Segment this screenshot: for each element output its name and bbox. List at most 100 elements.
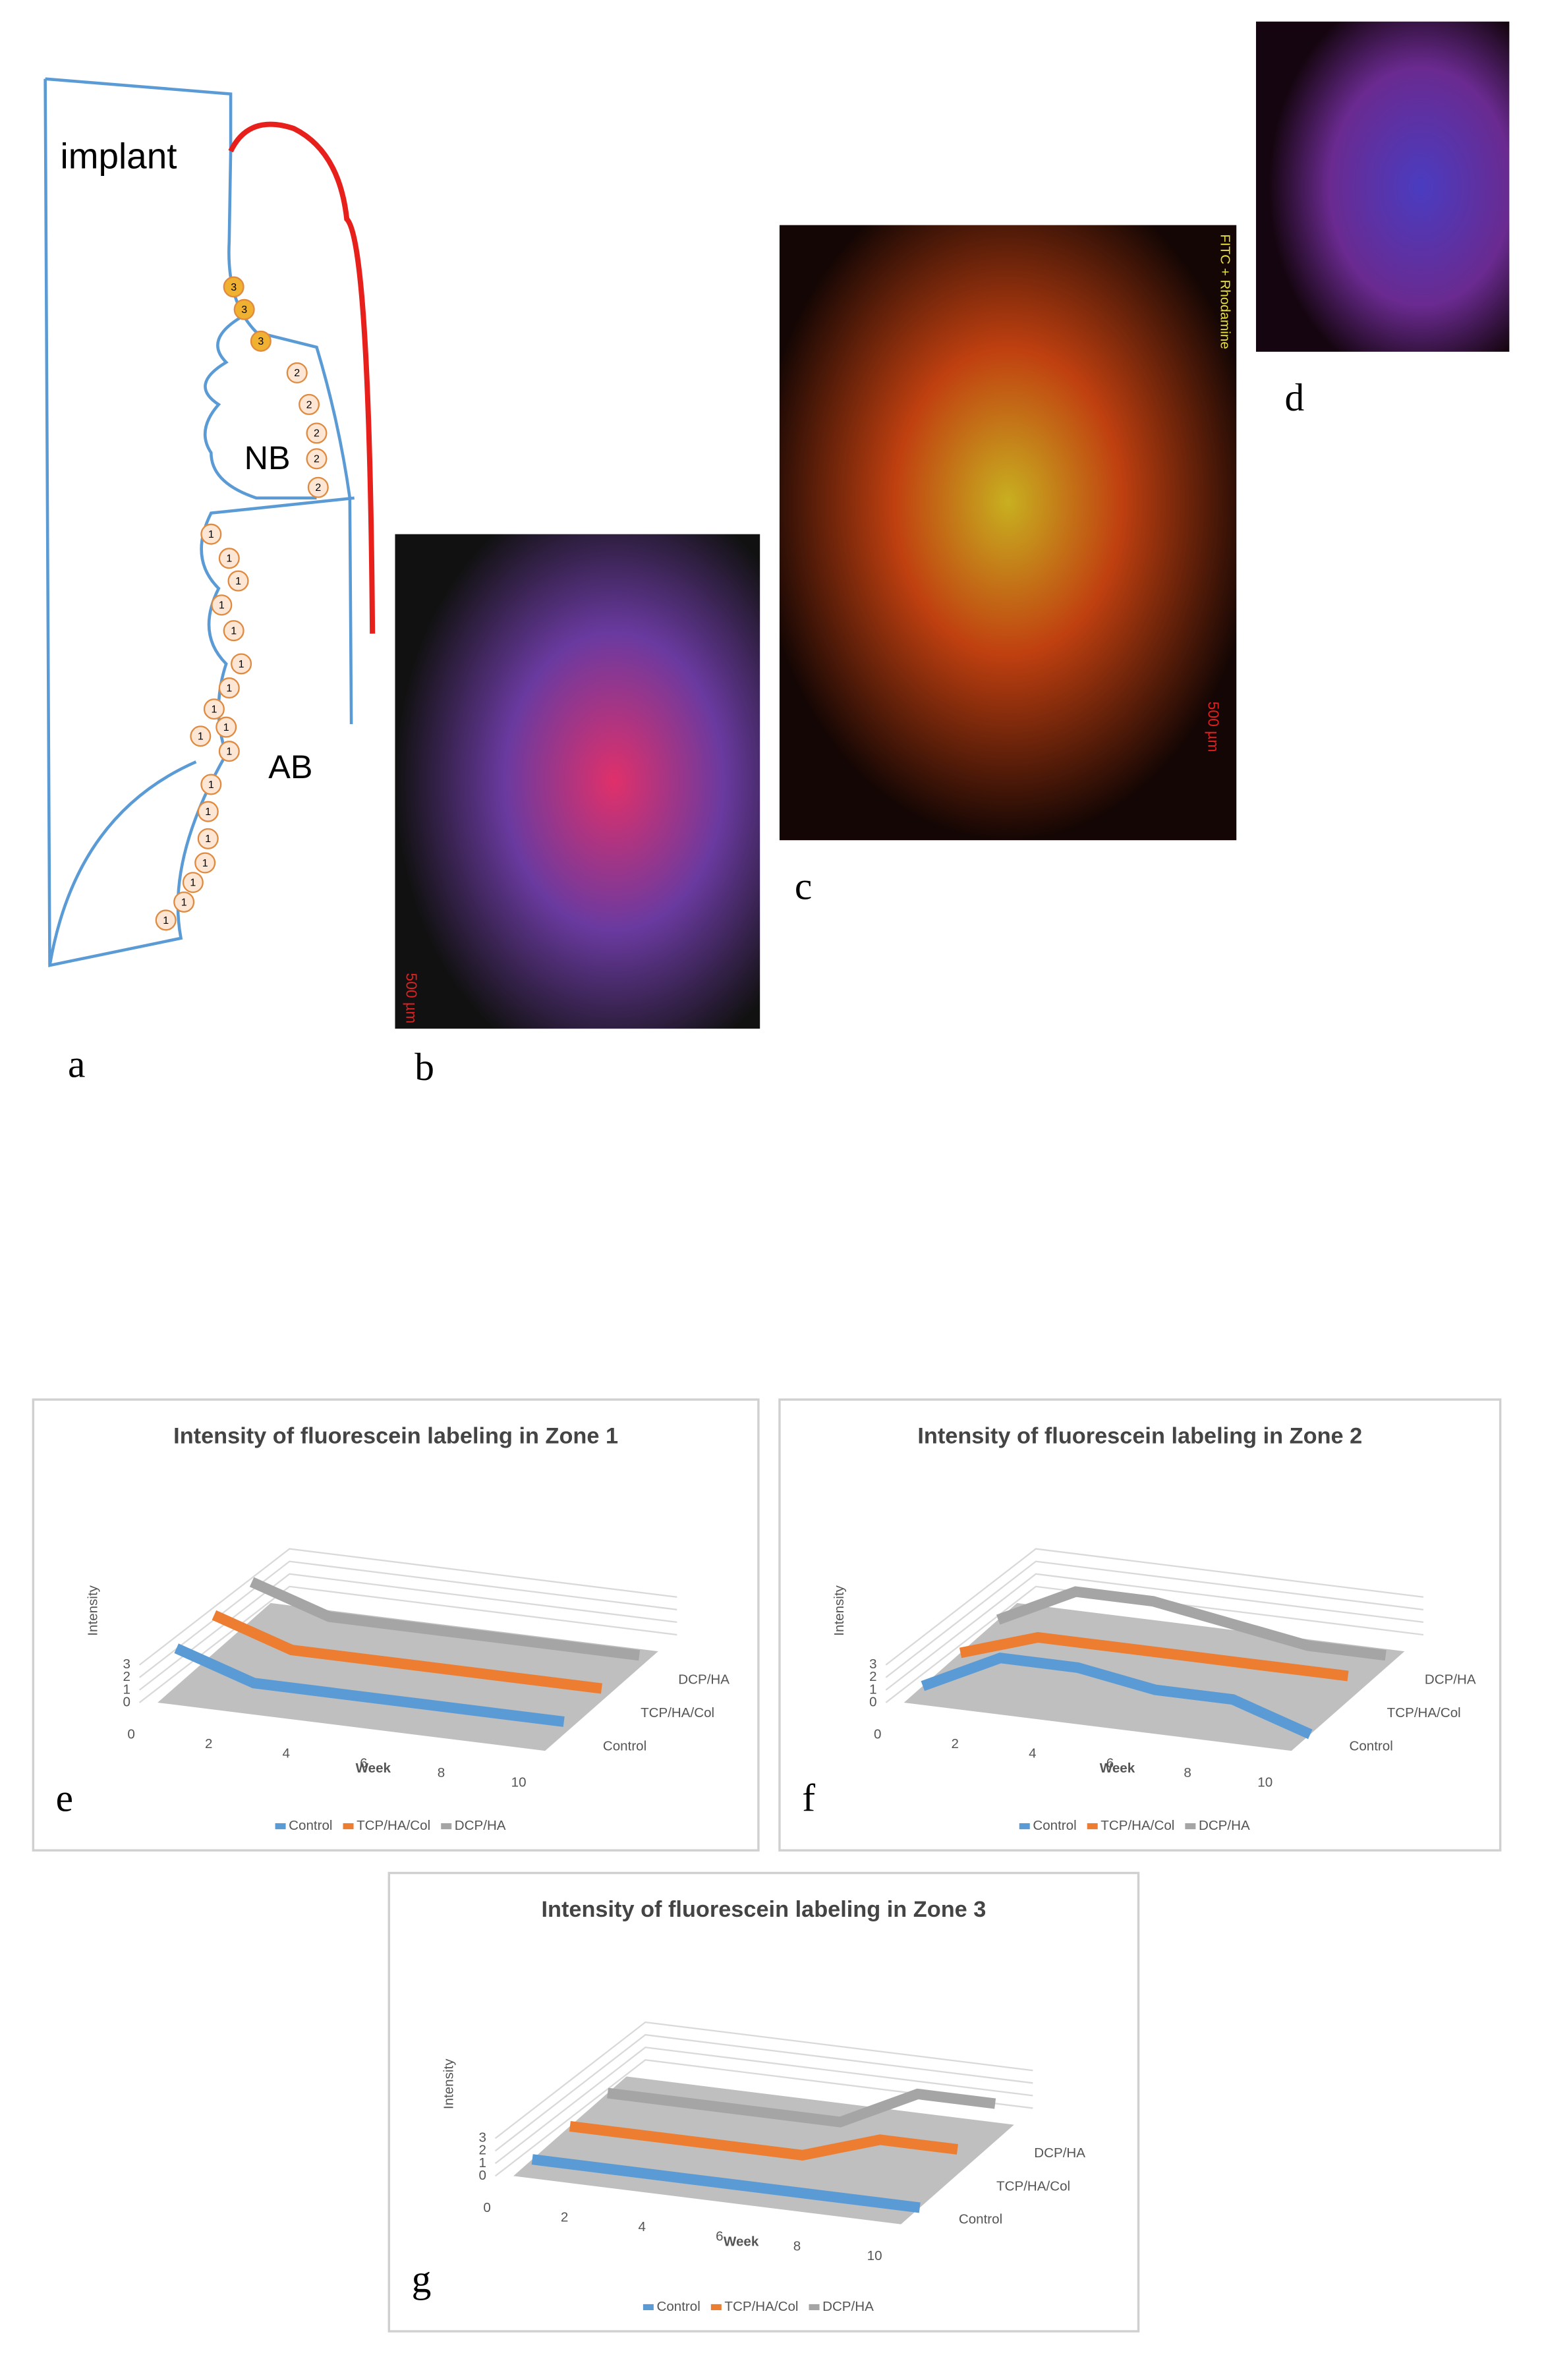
zone-marker-label: 3 [231, 282, 237, 293]
zone-marker-label: 1 [205, 834, 211, 845]
grid-line [138, 1585, 677, 1703]
zone-marker [211, 594, 233, 616]
x-tick-label: 0 [127, 1726, 134, 1742]
legend-swatch [1019, 1823, 1030, 1830]
zone-marker-label: 2 [315, 482, 321, 494]
zone-marker [223, 620, 244, 642]
zone-marker [307, 476, 329, 498]
x-axis-title: Week [1100, 1761, 1135, 1776]
micrograph [779, 225, 1237, 841]
x-axis-title: Week [356, 1761, 391, 1776]
x-tick-label: 0 [483, 2200, 490, 2215]
legend-label: DCP/HA [455, 1818, 506, 1833]
x-tick-label: 6 [1106, 1755, 1114, 1771]
legend-label: DCP/HA [822, 2299, 874, 2314]
zone-marker [250, 330, 272, 352]
chart-title: Intensity of fluorescein labeling in Zon… [541, 1897, 986, 1922]
x-tick-label: 10 [1257, 1775, 1272, 1790]
y-tick-label: 0 [123, 1694, 130, 1709]
zone-marker-label: 1 [190, 878, 196, 889]
zone-marker-label: 2 [294, 368, 300, 379]
zone-marker [286, 362, 308, 383]
legend-swatch [343, 1823, 354, 1830]
series-line [607, 2087, 996, 2128]
legend-label: Control [656, 2299, 700, 2314]
x-tick-label: 10 [511, 1775, 527, 1790]
zone-marker-label: 2 [314, 428, 320, 439]
y-tick-label: 2 [869, 1669, 876, 1684]
schematic-label: implant [61, 135, 177, 176]
zone-marker-label: 1 [226, 553, 232, 565]
y-tick-label: 1 [123, 1682, 130, 1697]
grid-line [494, 2021, 1033, 2139]
depth-label: TCP/HA/Col [996, 2178, 1070, 2194]
implant-outline [45, 77, 353, 724]
series-line [531, 2154, 921, 2213]
x-tick-label: 2 [205, 1736, 212, 1751]
chart-title: Intensity of fluorescein labeling in Zon… [173, 1423, 618, 1448]
grid-line [885, 1560, 1424, 1678]
x-tick-label: 2 [561, 2209, 568, 2224]
zone-marker-label: 1 [226, 747, 232, 758]
scale-bar-label: 500 µm [1205, 702, 1222, 752]
legend-label: DCP/HA [1199, 1818, 1250, 1833]
x-tick-label: 0 [874, 1726, 881, 1742]
y-tick-label: 2 [478, 2143, 486, 2158]
grid-line [138, 1560, 677, 1678]
x-tick-label: 6 [360, 1755, 367, 1771]
panel-label: b [415, 1045, 434, 1089]
zone-marker [227, 570, 249, 592]
micrograph [395, 534, 760, 1029]
legend-swatch [710, 2304, 722, 2311]
zone-marker [223, 276, 244, 298]
zone-marker-label: 1 [219, 600, 225, 611]
x-tick-label: 2 [952, 1736, 959, 1751]
zone-marker [306, 422, 328, 444]
depth-label: DCP/HA [678, 1672, 729, 1687]
zone-marker [218, 548, 240, 569]
y-tick-label: 1 [478, 2155, 486, 2170]
zone-marker [215, 716, 237, 738]
x-tick-label: 8 [793, 2238, 801, 2253]
zone-marker-label: 3 [241, 304, 247, 316]
y-tick-label: 3 [869, 1657, 876, 1672]
panel-label: g [412, 2257, 432, 2301]
schematic-label: NB [244, 439, 291, 476]
depth-label: Control [603, 1738, 646, 1753]
y-axis-title: Intensity [85, 1585, 100, 1635]
x-tick-label: 8 [1184, 1765, 1191, 1780]
zone-marker [200, 774, 222, 795]
zone-marker-label: 1 [235, 576, 241, 587]
zone-marker-label: 1 [198, 731, 204, 743]
legend-swatch [1087, 1823, 1098, 1830]
legend-swatch [643, 2304, 654, 2311]
gingiva [228, 121, 376, 634]
grid-line [885, 1585, 1424, 1703]
zone-marker [200, 523, 222, 545]
zone-marker [299, 393, 320, 415]
grid-line [885, 1573, 1424, 1691]
zone-marker [218, 677, 240, 699]
zone-marker-label: 2 [306, 399, 312, 411]
x-tick-label: 4 [639, 2219, 646, 2234]
chart: Intensity of fluorescein labeling in Zon… [32, 1398, 760, 1852]
chart: Intensity of fluorescein labeling in Zon… [387, 1871, 1140, 2333]
panel-label: e [56, 1776, 73, 1820]
zone-marker [197, 801, 219, 822]
schematic [43, 77, 376, 967]
zone-marker [194, 852, 216, 874]
zone-marker-label: 1 [208, 529, 214, 540]
zone-marker-label: 1 [223, 722, 229, 733]
zone-marker [190, 725, 212, 747]
zone-marker [233, 298, 255, 320]
grid-line [494, 2046, 1033, 2165]
zone-marker-label: 1 [239, 659, 244, 670]
zone-marker-label: 2 [314, 454, 320, 465]
x-tick-label: 4 [1029, 1746, 1036, 1761]
depth-label: TCP/HA/Col [1387, 1705, 1461, 1720]
x-axis-title: Week [724, 2234, 759, 2250]
zone-marker [155, 909, 177, 931]
panel-label: c [795, 864, 812, 907]
grid-line [494, 2059, 1033, 2177]
